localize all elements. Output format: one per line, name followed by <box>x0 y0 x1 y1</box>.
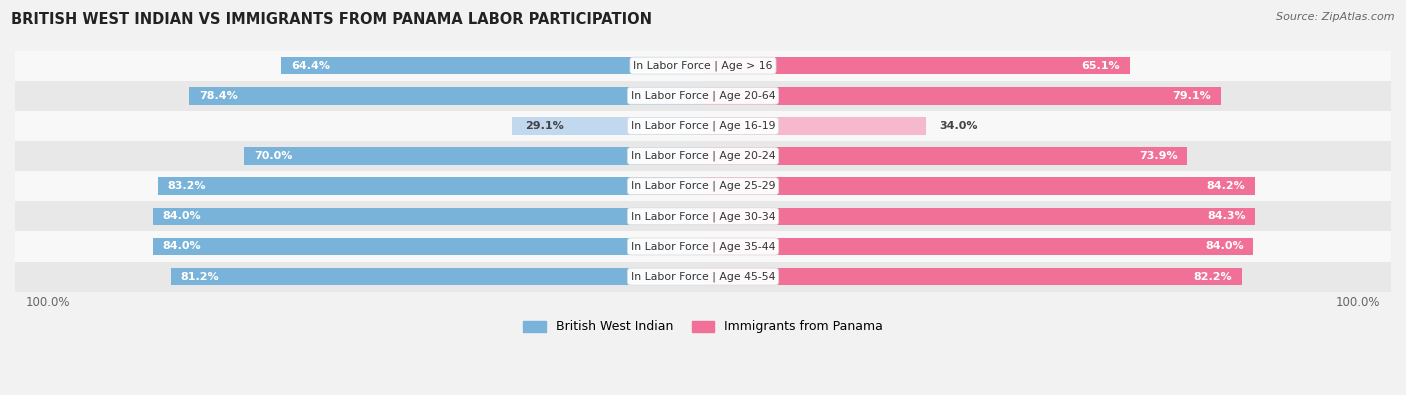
Text: In Labor Force | Age 25-29: In Labor Force | Age 25-29 <box>631 181 775 192</box>
Bar <box>703 208 1256 225</box>
Bar <box>190 87 703 105</box>
Text: 64.4%: 64.4% <box>291 60 330 71</box>
Bar <box>15 201 1391 231</box>
Text: 84.0%: 84.0% <box>163 241 201 252</box>
Text: In Labor Force | Age 16-19: In Labor Force | Age 16-19 <box>631 120 775 131</box>
Bar <box>703 117 925 135</box>
Bar <box>157 177 703 195</box>
Text: In Labor Force | Age 20-64: In Labor Force | Age 20-64 <box>631 90 775 101</box>
Bar <box>15 261 1391 292</box>
Bar <box>281 57 703 74</box>
Text: 84.0%: 84.0% <box>1205 241 1243 252</box>
Text: In Labor Force | Age 20-24: In Labor Force | Age 20-24 <box>631 151 775 161</box>
Text: In Labor Force | Age 30-34: In Labor Force | Age 30-34 <box>631 211 775 222</box>
Text: 34.0%: 34.0% <box>939 121 977 131</box>
Bar <box>153 208 703 225</box>
Bar <box>15 141 1391 171</box>
Text: In Labor Force | Age 45-54: In Labor Force | Age 45-54 <box>631 271 775 282</box>
Text: In Labor Force | Age > 16: In Labor Force | Age > 16 <box>633 60 773 71</box>
Text: 79.1%: 79.1% <box>1173 91 1212 101</box>
Text: 84.2%: 84.2% <box>1206 181 1244 191</box>
Text: BRITISH WEST INDIAN VS IMMIGRANTS FROM PANAMA LABOR PARTICIPATION: BRITISH WEST INDIAN VS IMMIGRANTS FROM P… <box>11 12 652 27</box>
Bar <box>512 117 703 135</box>
Legend: British West Indian, Immigrants from Panama: British West Indian, Immigrants from Pan… <box>517 316 889 339</box>
Text: 81.2%: 81.2% <box>181 272 219 282</box>
Text: 70.0%: 70.0% <box>254 151 292 161</box>
Bar <box>15 51 1391 81</box>
Bar <box>703 268 1241 285</box>
Bar <box>172 268 703 285</box>
Bar <box>15 81 1391 111</box>
Text: Source: ZipAtlas.com: Source: ZipAtlas.com <box>1277 12 1395 22</box>
Text: 29.1%: 29.1% <box>526 121 564 131</box>
Bar <box>703 177 1254 195</box>
Bar <box>703 147 1187 165</box>
Text: 82.2%: 82.2% <box>1194 272 1232 282</box>
Bar <box>153 238 703 255</box>
Bar <box>15 111 1391 141</box>
Bar <box>15 171 1391 201</box>
Bar <box>245 147 703 165</box>
Bar <box>15 231 1391 261</box>
Text: 83.2%: 83.2% <box>167 181 207 191</box>
Text: 65.1%: 65.1% <box>1081 60 1119 71</box>
Text: In Labor Force | Age 35-44: In Labor Force | Age 35-44 <box>631 241 775 252</box>
Bar <box>703 57 1129 74</box>
Text: 84.3%: 84.3% <box>1206 211 1246 221</box>
Text: 73.9%: 73.9% <box>1139 151 1177 161</box>
Text: 84.0%: 84.0% <box>163 211 201 221</box>
Bar <box>703 87 1222 105</box>
Text: 78.4%: 78.4% <box>200 91 238 101</box>
Bar <box>703 238 1253 255</box>
